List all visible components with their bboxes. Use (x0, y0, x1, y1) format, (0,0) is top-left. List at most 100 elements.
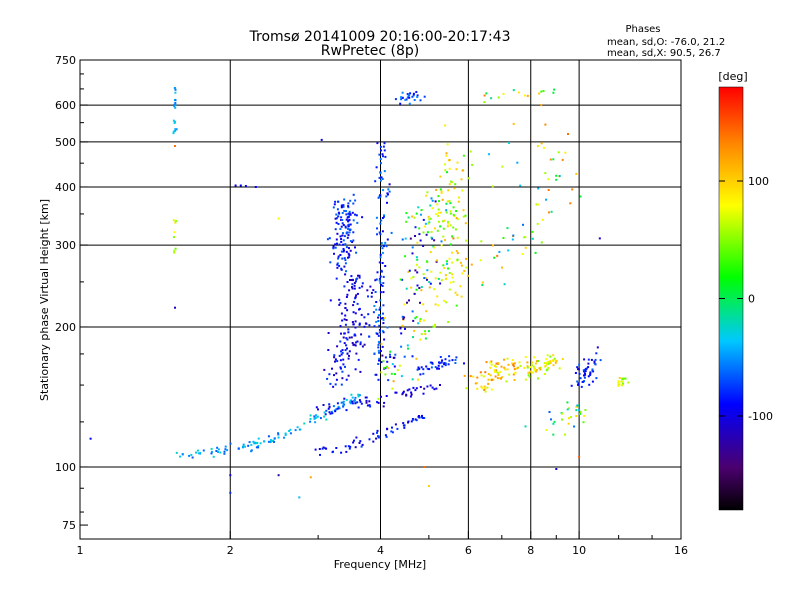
data-point (424, 222, 427, 225)
data-point (217, 451, 219, 453)
data-point (343, 318, 346, 321)
data-point (174, 306, 176, 309)
data-point (439, 211, 442, 214)
data-point (338, 298, 341, 301)
data-point (381, 153, 384, 156)
data-point (453, 187, 456, 190)
data-point (402, 391, 405, 394)
data-point (363, 316, 366, 319)
data-point (340, 206, 343, 209)
data-point (378, 331, 381, 334)
data-point (199, 452, 201, 455)
data-point (378, 231, 381, 234)
data-point (353, 282, 356, 284)
data-point (323, 368, 326, 371)
data-point (340, 367, 342, 370)
data-point (352, 304, 355, 307)
data-point (442, 227, 445, 230)
data-point (336, 263, 339, 266)
data-point (524, 425, 527, 428)
data-point (383, 338, 386, 341)
data-point (277, 432, 280, 435)
data-point (396, 427, 399, 430)
data-point (309, 417, 312, 420)
data-point (411, 252, 414, 255)
data-point (341, 349, 344, 352)
data-point (384, 373, 387, 376)
data-point (528, 375, 531, 378)
data-point (229, 442, 232, 445)
data-point (587, 358, 590, 361)
data-point (445, 301, 448, 304)
data-point (428, 368, 431, 371)
data-point (175, 220, 178, 223)
data-point (496, 377, 499, 380)
data-point (417, 206, 420, 209)
data-point (482, 375, 485, 378)
data-point (263, 440, 266, 443)
data-point (499, 377, 502, 380)
data-point (338, 243, 341, 246)
data-point (380, 395, 382, 398)
data-point (566, 408, 569, 411)
data-point (568, 407, 570, 410)
data-point (552, 359, 555, 362)
data-point (378, 176, 381, 179)
data-point (434, 277, 437, 280)
data-point (384, 356, 387, 359)
data-point (448, 257, 451, 260)
data-point (347, 205, 350, 208)
data-point (334, 228, 337, 231)
data-point (447, 267, 450, 270)
data-point (315, 406, 318, 409)
data-point (347, 357, 350, 360)
data-point (241, 446, 244, 449)
data-point (421, 414, 423, 417)
data-point (570, 416, 572, 419)
data-point (348, 223, 351, 226)
data-point (587, 366, 590, 369)
data-point (380, 371, 383, 374)
data-point (360, 333, 363, 336)
data-point (255, 446, 258, 449)
data-point (412, 275, 415, 278)
data-point (460, 264, 463, 267)
data-point (229, 474, 232, 477)
data-point (537, 360, 540, 362)
data-point (385, 195, 388, 198)
data-point (345, 378, 348, 381)
data-point (174, 145, 176, 147)
data-point (431, 207, 434, 210)
data-point (514, 372, 517, 375)
data-point (336, 242, 338, 245)
data-point (512, 362, 515, 365)
data-point (422, 392, 425, 395)
data-point (593, 360, 596, 363)
data-point (344, 349, 347, 352)
data-point (495, 369, 498, 372)
data-point (175, 128, 178, 131)
data-point (336, 266, 339, 269)
data-point (428, 286, 431, 289)
data-point (425, 233, 428, 236)
data-point (434, 323, 436, 326)
data-point (418, 227, 421, 230)
data-point (331, 412, 334, 415)
data-point (460, 295, 463, 298)
data-point (372, 311, 375, 314)
data-point (379, 275, 382, 278)
data-point (530, 364, 533, 367)
data-point (461, 189, 464, 192)
data-point (335, 238, 338, 241)
data-point (340, 350, 342, 353)
data-point (537, 203, 539, 206)
data-point (366, 404, 369, 407)
data-point (381, 230, 384, 233)
data-point (349, 240, 352, 243)
data-point (364, 322, 367, 325)
data-point (487, 373, 490, 375)
x-tick-label: 16 (674, 544, 688, 557)
data-point (382, 331, 385, 334)
data-point (591, 380, 594, 383)
